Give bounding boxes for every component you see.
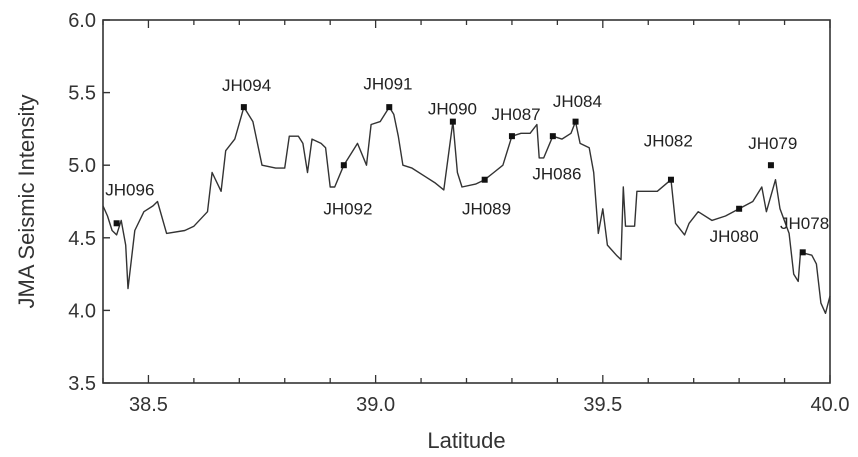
intensity-series-line bbox=[102, 106, 831, 314]
station-marker-jh094 bbox=[240, 104, 247, 111]
station-marker-jh087 bbox=[508, 133, 515, 140]
station-label-jh078: JH078 bbox=[780, 214, 829, 233]
station-marker-jh084 bbox=[572, 118, 579, 125]
station-labels: JH096 JH094 JH092 JH091 JH090 JH089 JH087 JH086… bbox=[105, 75, 829, 246]
station-label-jh080: JH080 bbox=[710, 227, 759, 246]
station-marker-jh090 bbox=[449, 118, 456, 125]
y-tick-label: 4.5 bbox=[68, 228, 96, 250]
y-tick-label: 5.0 bbox=[68, 155, 96, 177]
station-label-jh086: JH086 bbox=[532, 165, 581, 184]
station-label-jh096: JH096 bbox=[105, 181, 154, 200]
station-label-jh082: JH082 bbox=[644, 131, 693, 150]
x-tick-label: 39.0 bbox=[356, 394, 395, 416]
station-label-jh087: JH087 bbox=[491, 105, 540, 124]
y-axis-label: JMA Seismic Intensity bbox=[14, 95, 39, 309]
station-label-jh092: JH092 bbox=[323, 200, 372, 219]
station-marker-jh082 bbox=[667, 176, 674, 183]
station-marker-jh086 bbox=[549, 133, 556, 140]
station-label-jh090: JH090 bbox=[428, 99, 477, 118]
plot-area: 3.5 4.0 4.5 5.0 5.5 6.0 38.5 39.0 39.5 40.0 JH09… bbox=[68, 10, 849, 416]
station-markers bbox=[113, 104, 806, 256]
station-marker-jh079 bbox=[767, 162, 774, 169]
x-tick-label: 40.0 bbox=[811, 394, 850, 416]
x-axis-ticks: 38.5 39.0 39.5 40.0 bbox=[102, 20, 850, 416]
x-axis-label: Latitude bbox=[427, 428, 505, 453]
x-tick-label: 38.5 bbox=[129, 394, 168, 416]
station-marker-jh096 bbox=[113, 220, 120, 227]
station-marker-jh089 bbox=[481, 176, 488, 183]
station-label-jh091: JH091 bbox=[363, 75, 412, 94]
y-tick-label: 4.0 bbox=[68, 300, 96, 322]
station-label-jh094: JH094 bbox=[222, 76, 271, 95]
station-label-jh084: JH084 bbox=[553, 92, 602, 111]
y-axis-ticks: 3.5 4.0 4.5 5.0 5.5 6.0 bbox=[68, 10, 110, 395]
station-marker-jh078 bbox=[799, 249, 806, 256]
station-marker-jh091 bbox=[386, 104, 393, 111]
station-label-jh089: JH089 bbox=[462, 200, 511, 219]
y-tick-label: 3.5 bbox=[68, 373, 96, 395]
station-marker-jh080 bbox=[736, 205, 743, 212]
station-marker-jh092 bbox=[340, 162, 347, 169]
y-tick-label: 6.0 bbox=[68, 10, 96, 32]
x-tick-label: 39.5 bbox=[583, 394, 622, 416]
y-tick-label: 5.5 bbox=[68, 83, 96, 105]
station-label-jh079: JH079 bbox=[748, 134, 797, 153]
